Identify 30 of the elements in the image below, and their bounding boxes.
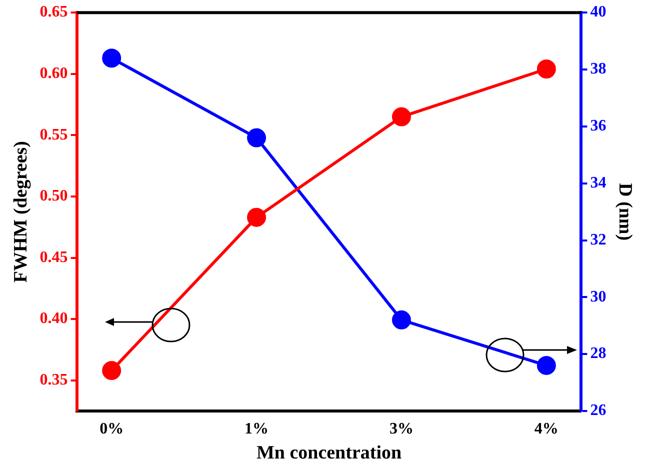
y-axis-title: FWHM (degrees) [10, 141, 32, 283]
y2-tick-label: 30 [590, 288, 606, 306]
y2-tick-label: 26 [590, 402, 606, 420]
y2-tick-label: 34 [590, 174, 606, 192]
y2-tick-label: 28 [590, 345, 606, 362]
y-tick-label: 0.65 [40, 4, 68, 21]
y2-tick-label: 36 [590, 118, 606, 135]
point [247, 208, 266, 227]
point [102, 48, 122, 68]
y-tick-label: 0.35 [40, 371, 68, 388]
x-axis-title: Mn concentration [256, 442, 402, 464]
x-tick-label: 3% [389, 420, 414, 438]
y2-axis-title: D (nm) [614, 183, 636, 241]
x-tick-label: 0% [100, 420, 124, 438]
y2-tick-label: 32 [590, 231, 606, 248]
point [392, 310, 411, 330]
y-tick-label: 0.45 [40, 248, 68, 266]
y2-tick-label: 40 [590, 4, 606, 21]
point [247, 128, 266, 148]
point [536, 356, 556, 375]
x-tick-label: 4% [534, 420, 558, 438]
point [102, 361, 122, 380]
point [536, 59, 556, 78]
point [392, 107, 411, 126]
x-tick-label: 1% [244, 420, 269, 438]
y-tick-label: 0.60 [40, 65, 68, 82]
y-tick-label: 0.40 [40, 310, 68, 328]
y-tick-label: 0.50 [40, 188, 68, 205]
y2-tick-label: 38 [590, 60, 606, 78]
y-tick-label: 0.55 [40, 126, 68, 144]
